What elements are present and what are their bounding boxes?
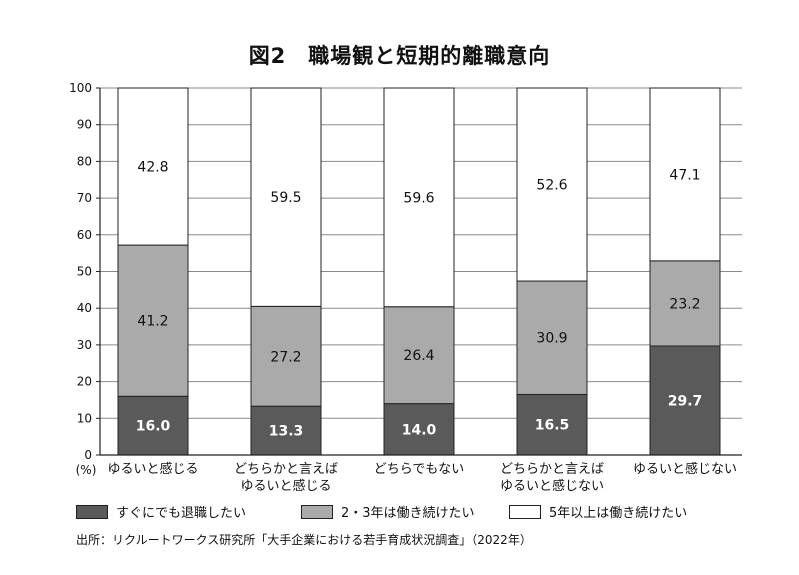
data-label: 14.0 (402, 422, 437, 438)
bars: 16.0 41.2 42.8 13.3 27.2 59.5 14.0 26.4 59.6 16.5… (117, 87, 721, 456)
x-tick-label: どちらかと言えば (500, 462, 604, 477)
bar-segment (516, 87, 588, 282)
data-label: 41.2 (137, 314, 168, 330)
legend-label: すぐにでも退職したい (116, 506, 247, 521)
bar-segment (117, 87, 189, 246)
legend-item-5-years-plus: 5年以上は働き続けたい (509, 502, 687, 521)
bar-segment (383, 87, 455, 308)
x-tick-label: ゆるいと感じない (633, 461, 737, 477)
bar-segment (250, 305, 322, 407)
y-tick-label: 70 (77, 191, 92, 205)
bar-segment (250, 87, 322, 307)
source-note: 出所：リクルートワークス研究所「大手企業における若手育成状況調査」（2022年） (76, 533, 532, 547)
legend-item-leave-now: すぐにでも退職したい (76, 502, 246, 521)
y-tick-label: 50 (77, 265, 92, 279)
data-label: 59.6 (403, 190, 434, 206)
bar-segment (649, 87, 721, 262)
bar-segment (383, 306, 455, 405)
stacked-bar-chart: 0 10 20 30 40 50 60 70 80 90 100 (%) 16.0 41.2 42.8 13… (69, 81, 742, 494)
y-tick-label: 90 (77, 118, 92, 132)
bar-segment (649, 260, 721, 347)
legend-label: 2・3年は働き続けたい (341, 506, 475, 521)
data-label: 16.0 (136, 419, 171, 435)
data-label: 42.8 (137, 160, 168, 176)
y-tick-label: 40 (77, 301, 92, 315)
y-tick-label: 0 (84, 448, 92, 462)
bar-segment (649, 345, 721, 456)
data-label: 29.7 (668, 394, 703, 410)
legend-swatch (76, 504, 108, 519)
bar-segment (516, 280, 588, 395)
x-tick-label: どちらかと言えば (234, 462, 338, 477)
unit-label: (%) (76, 463, 97, 477)
legend-label: 5年以上は働き続けたい (549, 506, 688, 521)
y-tick-label: 30 (77, 338, 92, 352)
bar-segment (383, 403, 455, 456)
legend-swatch (301, 504, 333, 519)
legend: すぐにでも退職したい 2・3年は働き続けたい 5年以上は働き続けたい (0, 502, 799, 524)
y-tick-label: 60 (77, 228, 92, 242)
y-tick-label: 100 (69, 81, 92, 95)
legend-swatch (509, 504, 541, 519)
x-tick-label: どちらでもない (374, 462, 465, 477)
data-label: 27.2 (270, 349, 301, 365)
data-label: 16.5 (535, 418, 570, 434)
data-label: 26.4 (403, 348, 434, 364)
data-label: 13.3 (269, 424, 304, 440)
data-label: 59.5 (270, 190, 301, 206)
data-label: 52.6 (536, 178, 567, 194)
bar-segment (117, 244, 189, 397)
y-tick-label: 20 (77, 375, 92, 389)
data-label: 47.1 (669, 167, 700, 183)
x-tick-label: ゆるいと感じない (500, 478, 604, 494)
bar-segment (250, 405, 322, 456)
y-tick-label: 10 (77, 411, 92, 425)
data-label: 30.9 (536, 331, 567, 347)
x-tick-label: ゆるいと感じる (240, 478, 331, 494)
chart-title: 図2 職場観と短期的離職意向 (248, 44, 551, 68)
legend-item-2-3-years: 2・3年は働き続けたい (301, 502, 475, 521)
y-axis: 0 10 20 30 40 50 60 70 80 90 100 (%) (69, 81, 101, 477)
x-tick-label: ゆるいと感じる (107, 461, 198, 477)
y-tick-label: 80 (77, 154, 92, 168)
data-label: 23.2 (669, 296, 700, 312)
